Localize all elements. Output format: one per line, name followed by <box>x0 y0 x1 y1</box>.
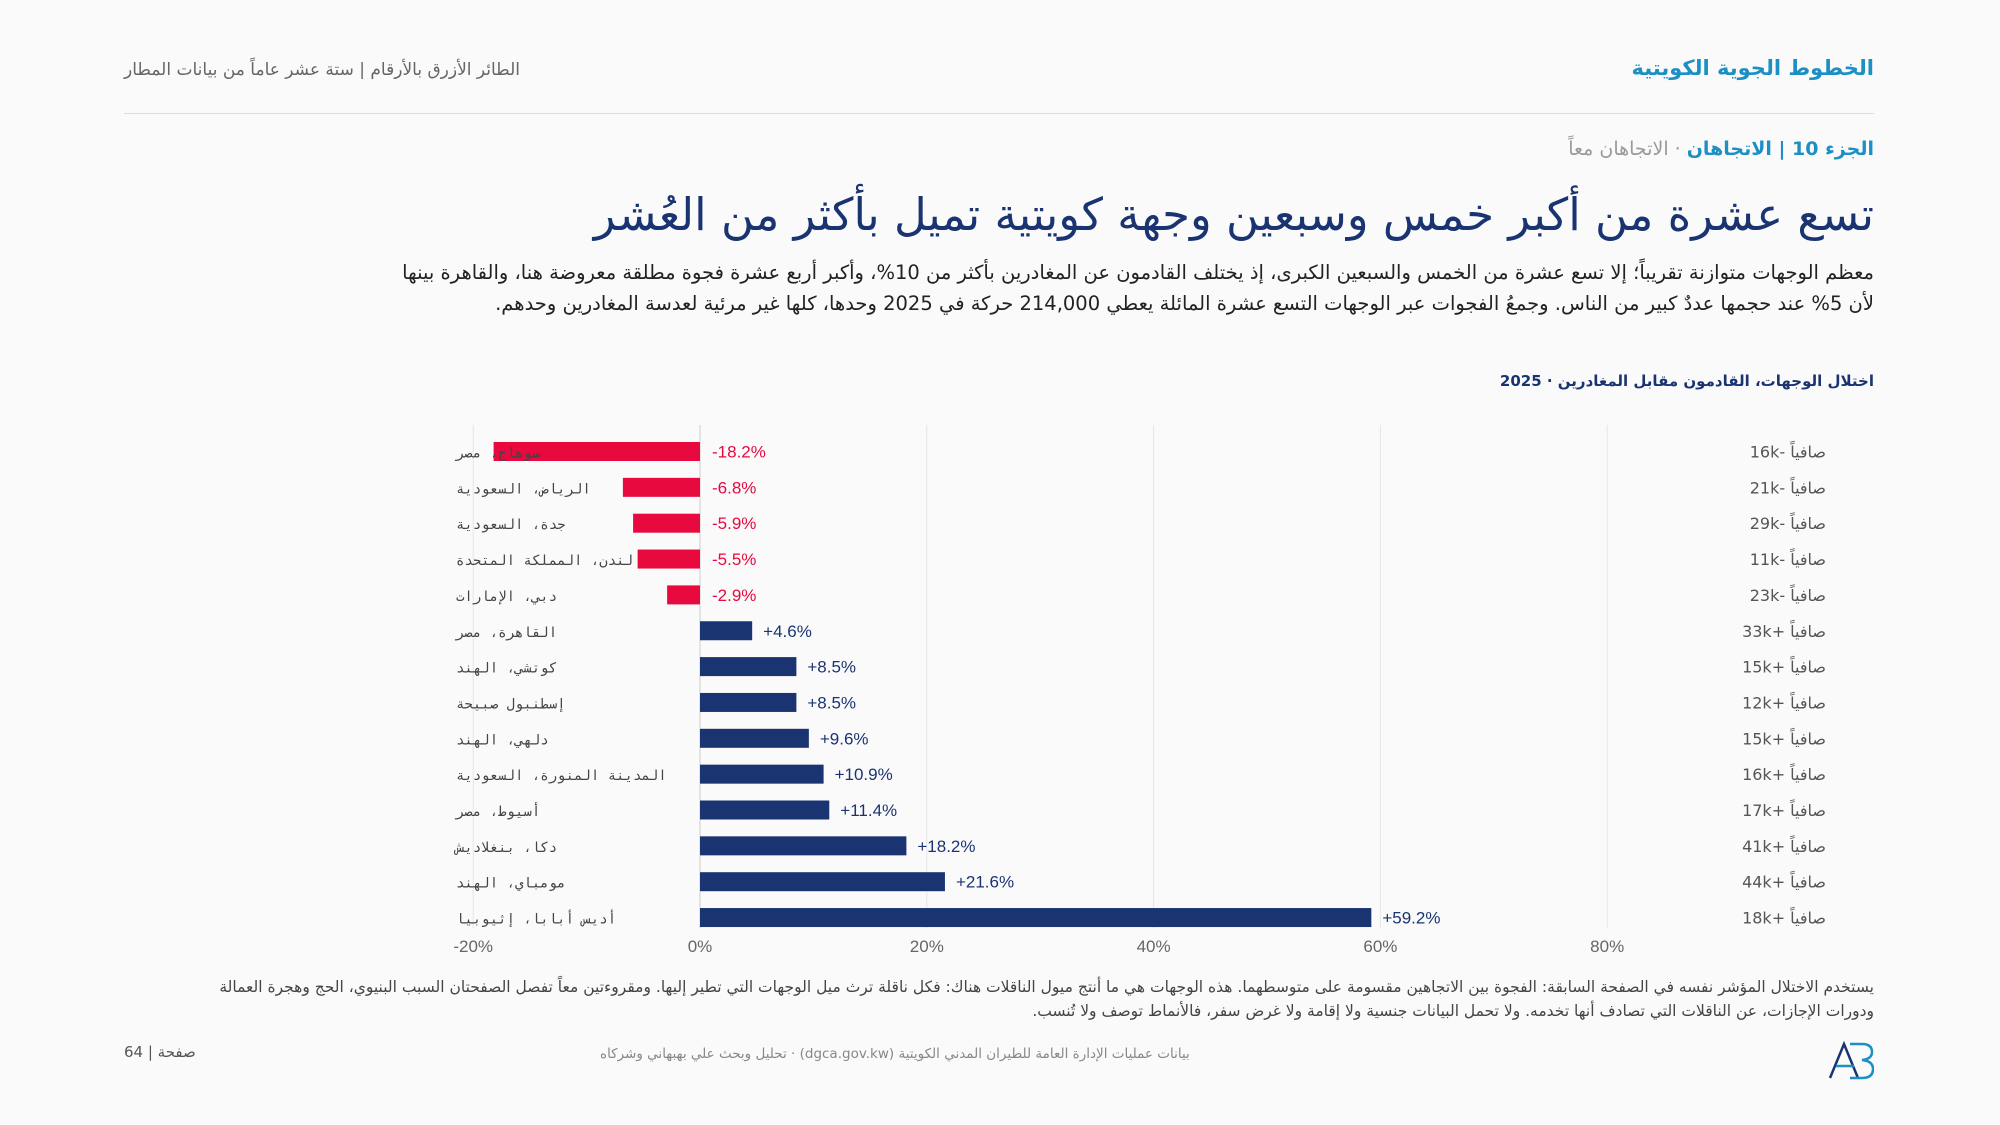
bar <box>700 800 830 820</box>
bar-value-label: -6.8% <box>712 478 756 497</box>
category-label: القاهرة، مصر <box>454 625 557 641</box>
net-movement-label: صافياً -16k <box>1750 440 1826 462</box>
category-label: سوهاج، مصر <box>454 446 541 462</box>
net-movement-label: صافياً +17k <box>1742 798 1826 820</box>
net-movement-label: صافياً -23k <box>1750 583 1826 605</box>
bar <box>622 477 700 497</box>
ab-logo-icon <box>1828 1040 1875 1080</box>
bar-value-label: -2.9% <box>712 586 756 605</box>
bar-value-label: +4.6% <box>763 622 812 641</box>
publisher-logo <box>1828 1040 1875 1084</box>
net-movement-label: صافياً -11k <box>1750 548 1826 570</box>
category-label: جدة، السعودية <box>456 517 566 533</box>
category-label: لندن، المملكة المتحدة <box>456 553 633 569</box>
bar-value-label: +59.2% <box>1382 909 1440 928</box>
bar-value-label: +18.2% <box>917 837 975 856</box>
brand-title: الخطوط الجوية الكويتية <box>1631 56 1874 80</box>
bar <box>667 585 700 605</box>
header-divider <box>124 113 1874 114</box>
footnote: يستخدم الاختلال المؤشر نفسه في الصفحة ال… <box>219 978 1874 1020</box>
source-note: بيانات عمليات الإدارة العامة للطيران الم… <box>600 1046 1190 1062</box>
category-label: دكا، بنغلاديش <box>453 840 557 856</box>
x-tick-label: 40% <box>1137 937 1171 956</box>
bar-value-label: +9.6% <box>820 729 869 748</box>
x-tick-label: -20% <box>453 937 493 956</box>
bar <box>700 764 824 784</box>
category-label: أديس أبابا، إثيوبيا <box>456 910 616 928</box>
category-label: المدينة المنورة، السعودية <box>456 768 667 784</box>
bar-value-label: +21.6% <box>956 873 1014 892</box>
net-movement-label: صافياً +41k <box>1742 834 1826 856</box>
bar-value-label: +11.4% <box>840 801 897 820</box>
bar <box>700 836 907 856</box>
bar <box>700 728 809 748</box>
net-movement-label: صافياً +33k <box>1742 619 1826 641</box>
bar <box>700 908 1372 928</box>
net-movement-label: صافياً +44k <box>1742 870 1826 892</box>
bar <box>633 513 700 533</box>
imbalance-bar-chart: -20% 0% 20% 40% 60% 80% -18.2% سوهاج، مصر صافياً… <box>453 425 1826 956</box>
category-label: مومباي، الهند <box>456 876 566 892</box>
net-movement-label: صافياً +15k <box>1742 655 1826 677</box>
category-label: أسيوط، مصر <box>454 802 540 820</box>
x-tick-label: 60% <box>1363 937 1397 956</box>
net-movement-label: صافياً -29k <box>1750 512 1826 534</box>
bar-value-label: +8.5% <box>807 658 856 677</box>
category-label: دبي، الإمارات <box>456 589 557 605</box>
category-label: كوتشي، الهند <box>456 661 557 677</box>
report-subtitle: الطائر الأزرق بالأرقام | ستة عشر عاماً م… <box>124 60 521 80</box>
net-movement-label: صافياً +15k <box>1742 727 1826 749</box>
net-movement-label: صافياً -21k <box>1750 476 1826 498</box>
bar <box>700 621 753 641</box>
section-part: الجزء 10 | الاتجاهان <box>1686 138 1874 160</box>
category-label: دلهي، الهند <box>456 732 549 748</box>
bar-value-label: -18.2% <box>712 443 766 462</box>
page-headline: تسع عشرة من أكبر خمس وسبعين وجهة كويتية … <box>593 188 1874 241</box>
section-theme: الاتجاهان معاً <box>1568 138 1669 160</box>
x-tick-label: 80% <box>1590 937 1624 956</box>
bar-value-label: -5.9% <box>712 514 756 533</box>
bar <box>700 692 797 712</box>
bar-value-label: +10.9% <box>835 765 893 784</box>
net-movement-label: صافياً +12k <box>1742 691 1826 713</box>
bar-value-label: +8.5% <box>807 693 856 712</box>
bar <box>637 549 700 569</box>
x-tick-label: 20% <box>910 937 944 956</box>
net-movement-label: صافياً +16k <box>1742 763 1826 785</box>
chart-title: اختلال الوجهات، القادمون مقابل المغادرين… <box>1499 372 1874 390</box>
bar <box>700 657 797 677</box>
bar-value-label: -5.5% <box>712 550 756 569</box>
category-label: إسطنبول صبيحة <box>456 696 566 712</box>
bar <box>700 872 945 892</box>
category-label: الرياض، السعودية <box>456 481 591 497</box>
net-movement-label: صافياً +18k <box>1742 906 1826 928</box>
section-separator: · <box>1668 138 1687 160</box>
x-tick-label: 0% <box>688 937 713 956</box>
bar <box>493 442 700 461</box>
section-breadcrumb: الجزء 10 | الاتجاهان · الاتجاهان معاً <box>1568 138 1874 160</box>
page-number: صفحة | 64 <box>124 1043 196 1061</box>
lede-paragraph: معظم الوجهات متوازنة تقريباً؛ إلا تسع عش… <box>402 261 1874 315</box>
